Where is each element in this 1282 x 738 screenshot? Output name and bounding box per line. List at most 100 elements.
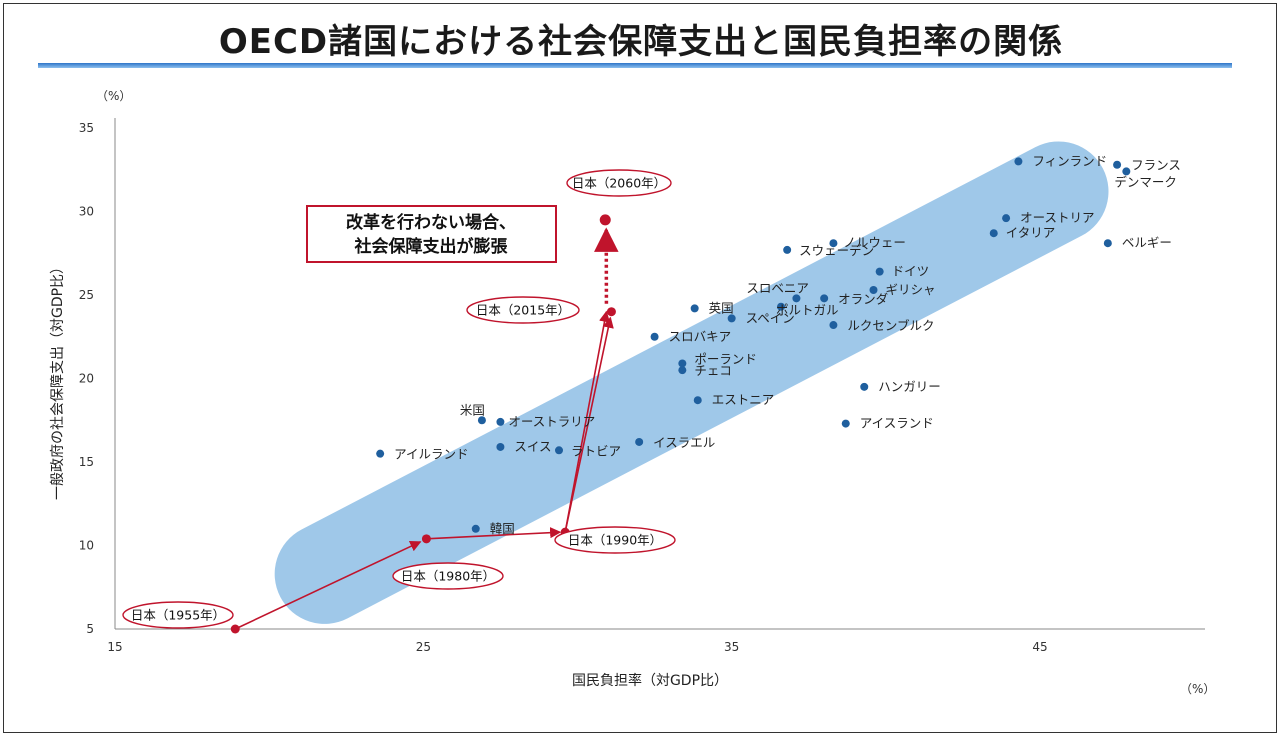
country-label: スイス (514, 439, 551, 454)
japan-label-ellipse (122, 601, 234, 629)
country-point (477, 416, 486, 425)
country-label: ハンガリー (878, 379, 941, 394)
trend-band (274, 141, 1109, 624)
country-point (989, 229, 998, 238)
country-point (869, 285, 878, 294)
callout-box (306, 205, 557, 263)
country-point (635, 437, 644, 446)
y-axis-title: 一般政府の社会保障支出（対GDP比） (50, 260, 66, 500)
page-title: OECD諸国における社会保障支出と国民負担率の関係 (218, 22, 1064, 62)
callout-line-1: 改革を行わない場合、 (346, 212, 516, 233)
country-point (829, 239, 838, 248)
japan-label: 日本（1990年） (568, 533, 662, 548)
japan-label-ellipse (554, 526, 676, 554)
x-axis-title: 国民負担率（対GDP比） (572, 672, 728, 689)
country-point (783, 245, 792, 254)
y-tick-label: 25 (79, 288, 94, 302)
country-label: チェコ (694, 363, 732, 378)
country-point (678, 366, 687, 375)
country-point (1014, 157, 1023, 166)
country-point (678, 359, 687, 368)
y-tick-label: 30 (79, 205, 94, 219)
country-label: フィンランド (1032, 153, 1107, 168)
japan-path-segment (426, 527, 562, 540)
country-point (860, 382, 869, 391)
country-point (555, 446, 563, 455)
japan-point (606, 307, 616, 317)
country-label: イタリア (1006, 225, 1056, 240)
japan-point (599, 214, 611, 226)
japan-label: 日本（2015年） (476, 303, 570, 318)
country-label: アイルランド (394, 447, 468, 462)
country-label: オーストリア (1020, 210, 1094, 225)
country-point (376, 449, 385, 458)
japan-point (230, 624, 240, 634)
country-point (777, 302, 785, 311)
japan-path-segment (234, 541, 422, 630)
country-label: ポルトガル (776, 303, 839, 318)
country-label: オランダ (838, 291, 888, 306)
y-tick-label: 5 (86, 622, 94, 636)
country-label: イスラエル (653, 435, 715, 450)
country-point (496, 442, 505, 451)
japan-point (421, 534, 431, 544)
country-label: エストニア (712, 392, 775, 407)
japan-label-ellipse (466, 296, 580, 324)
country-point (829, 321, 838, 330)
country-label: スロバキア (669, 329, 732, 344)
country-point (820, 294, 829, 303)
y-tick-label: 35 (79, 121, 94, 135)
country-point (693, 396, 702, 405)
y-tick-label: 15 (79, 455, 94, 469)
country-label: 英国 (709, 300, 734, 315)
country-point (1122, 167, 1131, 176)
x-unit-label: （%） (1180, 682, 1215, 696)
x-tick-label: 35 (724, 640, 739, 654)
country-label: スウェーデン (799, 243, 874, 258)
country-point (1103, 239, 1112, 248)
country-label: ラトビア (571, 443, 621, 458)
japan-label-ellipse (566, 169, 672, 197)
country-label: ルクセンブルク (847, 318, 934, 333)
country-label: ギリシャ (886, 282, 936, 297)
x-tick-label: 15 (107, 640, 122, 654)
country-point (875, 267, 884, 276)
y-tick-label: 20 (79, 372, 94, 386)
country-label: スロベニア (746, 280, 809, 295)
country-label: ドイツ (892, 264, 930, 279)
country-label: 米国 (460, 402, 485, 417)
country-point (792, 294, 801, 303)
country-label: ノルウェー (843, 235, 906, 250)
country-label: 韓国 (490, 521, 515, 536)
japan-label: 日本（2060年） (572, 176, 666, 191)
country-point (841, 419, 850, 428)
callout-line-2: 社会保障支出が膨張 (354, 236, 509, 257)
country-point (1002, 214, 1011, 223)
y-unit-label: （%） (96, 89, 131, 103)
country-label: ベルギー (1122, 235, 1172, 250)
country-point (471, 524, 480, 533)
x-tick-label: 45 (1032, 640, 1047, 654)
japan-label: 日本（1955年） (131, 608, 225, 623)
country-label: ポーランド (694, 351, 757, 366)
country-label: アイスランド (860, 416, 934, 431)
japan-label: 日本（1980年） (401, 569, 495, 584)
japan-label-ellipse (392, 562, 504, 590)
country-point (650, 332, 659, 341)
country-label: オーストラリア (508, 414, 595, 429)
reform-callout: 改革を行わない場合、 社会保障支出が膨張 (306, 205, 557, 263)
country-label: デンマーク (1114, 174, 1177, 189)
japan-path-segment (564, 316, 614, 533)
title-underline (38, 63, 1232, 68)
y-tick-label: 10 (79, 539, 94, 553)
x-tick-label: 25 (416, 640, 431, 654)
country-point (496, 417, 505, 426)
country-point (727, 314, 736, 323)
japan-path-segment (564, 310, 611, 533)
country-point (690, 304, 699, 313)
page-frame (3, 3, 1277, 733)
country-label: フランス (1131, 158, 1181, 173)
country-label: スペイン (746, 310, 795, 325)
country-point (1113, 160, 1122, 169)
